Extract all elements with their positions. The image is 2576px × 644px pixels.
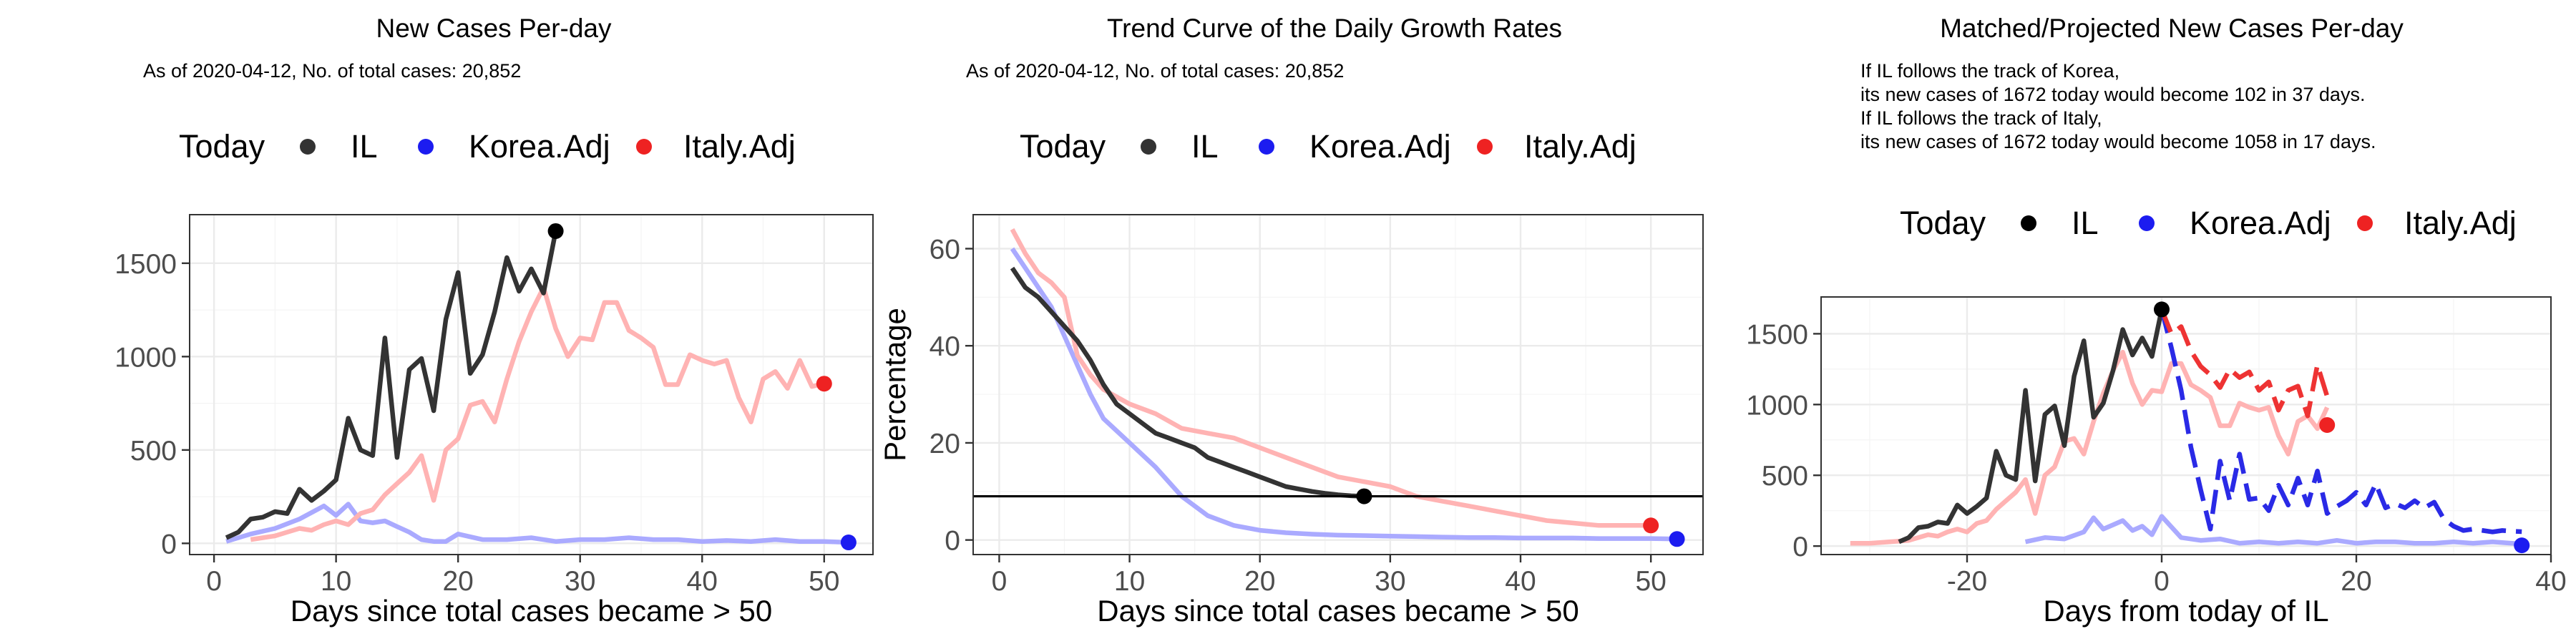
x-tick-label: 0 <box>2154 566 2170 597</box>
chart-subtitle-line: its new cases of 1672 today would become… <box>1860 131 2376 152</box>
x-tick-label: 20 <box>1244 566 1275 597</box>
x-axis-title: Days since total cases became > 50 <box>1097 594 1579 628</box>
plot-area <box>225 230 849 545</box>
legend-label: IL <box>351 128 378 165</box>
chart-subtitle-line: its new cases of 1672 today would become… <box>1860 84 2365 105</box>
x-tick-label: 0 <box>992 566 1008 597</box>
legend-label: Italy.Adj <box>2404 205 2517 241</box>
series-line-korea-adj <box>1010 247 1677 542</box>
x-tick-label: 20 <box>442 566 473 597</box>
legend-label: Korea.Adj <box>1309 128 1451 165</box>
chart-subtitle: As of 2020-04-12, No. of total cases: 20… <box>966 60 1344 82</box>
chart-subtitle: As of 2020-04-12, No. of total cases: 20… <box>143 60 521 82</box>
series-line-italy-adj-projected <box>2159 308 2330 419</box>
y-tick-label: 500 <box>130 436 177 467</box>
legend-key-korea-adj <box>1259 139 1274 155</box>
today-point-il <box>547 223 564 239</box>
series-line-il <box>1898 308 2165 545</box>
y-tick-label: 500 <box>1762 461 1808 492</box>
legend-key-italy-adj <box>636 139 652 155</box>
y-tick-label: 40 <box>930 331 960 362</box>
legend-key-il <box>2021 215 2036 231</box>
legend-key-korea-adj <box>418 139 434 155</box>
chart-title: Matched/Projected New Cases Per-day <box>1940 14 2404 43</box>
legend-key-il <box>1141 139 1156 155</box>
series-line-korea-adj-projected <box>2159 308 2522 535</box>
today-point-korea-adj <box>1669 531 1685 547</box>
x-tick-label: 50 <box>1635 566 1666 597</box>
chart-panel-1: New Cases Per-day As of 2020-04-12, No. o… <box>114 14 874 628</box>
today-point-il <box>1356 488 1372 504</box>
panel-border <box>1820 296 2552 555</box>
series-line-italy-adj <box>1850 349 2330 546</box>
today-point-italy-adj <box>1643 517 1659 534</box>
plot-background <box>973 215 1703 555</box>
series-line-korea-adj <box>225 502 849 545</box>
today-point-il <box>2154 301 2170 318</box>
y-tick-label: 0 <box>945 526 960 557</box>
plot-area <box>1850 308 2522 547</box>
x-tick-label: -20 <box>1947 566 1987 597</box>
panel-border <box>972 214 1704 555</box>
legend-label: Korea.Adj <box>2190 205 2331 241</box>
y-tick-label: 0 <box>1792 532 1808 562</box>
panel-border <box>189 214 874 555</box>
x-tick-label: 30 <box>1375 566 1405 597</box>
legend-title: Today <box>179 128 265 165</box>
today-point-italy-adj <box>2319 417 2336 434</box>
y-tick-label: 20 <box>930 429 960 459</box>
legend-key-korea-adj <box>2139 215 2155 231</box>
y-axis-title: Percentage <box>878 308 912 462</box>
legend-key-italy-adj <box>2357 215 2373 231</box>
x-tick-label: 10 <box>1114 566 1145 597</box>
chart-title: Trend Curve of the Daily Growth Rates <box>1107 14 1562 43</box>
legend-title: Today <box>1020 128 1106 165</box>
legend-label: Italy.Adj <box>1524 128 1636 165</box>
x-tick-label: 50 <box>809 566 839 597</box>
legend-title: Today <box>1900 205 1986 241</box>
x-tick-label: 40 <box>1505 566 1536 597</box>
x-tick-label: 20 <box>2341 566 2371 597</box>
x-axis-title: Days since total cases became > 50 <box>291 594 773 628</box>
y-tick-label: 0 <box>161 529 177 560</box>
y-tick-label: 1000 <box>1746 390 1808 421</box>
y-tick-label: 60 <box>930 235 960 265</box>
y-tick-label: 1500 <box>1746 319 1808 350</box>
plot-area <box>973 228 1703 542</box>
legend-label: IL <box>2072 205 2099 241</box>
y-tick-label: 1500 <box>114 249 177 280</box>
chart-title: New Cases Per-day <box>376 14 612 43</box>
x-tick-label: 40 <box>2535 566 2566 597</box>
series-line-il <box>225 230 558 540</box>
legend-label: IL <box>1191 128 1219 165</box>
today-point-korea-adj <box>840 535 857 551</box>
series-line-italy-adj <box>250 285 825 542</box>
x-tick-label: 10 <box>321 566 351 597</box>
x-axis-title: Days from today of IL <box>2043 594 2328 628</box>
legend-key-italy-adj <box>1477 139 1493 155</box>
y-tick-label: 1000 <box>114 342 177 373</box>
chart-panel-3: Matched/Projected New Cases Per-day If IL… <box>1746 14 2566 628</box>
x-tick-label: 30 <box>565 566 595 597</box>
x-tick-label: 40 <box>687 566 718 597</box>
chart-panel-2: Trend Curve of the Daily Growth Rates As … <box>878 14 1704 628</box>
today-point-italy-adj <box>816 376 832 392</box>
legend-key-il <box>300 139 316 155</box>
x-tick-label: 0 <box>206 566 222 597</box>
series-line-il <box>1010 266 1365 499</box>
chart-subtitle-line: If IL follows the track of Italy, <box>1860 107 2102 129</box>
legend-label: Korea.Adj <box>469 128 610 165</box>
chart-subtitle-line: If IL follows the track of Korea, <box>1860 60 2119 82</box>
today-point-korea-adj <box>2514 537 2530 554</box>
series-line-korea-adj <box>2024 514 2522 547</box>
legend-label: Italy.Adj <box>683 128 796 165</box>
